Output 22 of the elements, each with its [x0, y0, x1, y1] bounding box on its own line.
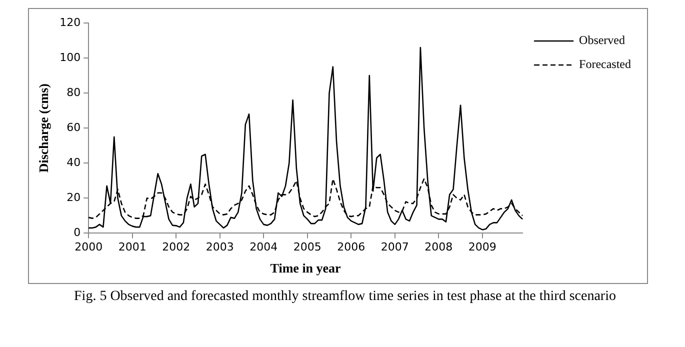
x-tick-label: 2009	[468, 240, 496, 254]
y-tick-label: 80	[66, 86, 81, 99]
y-axis-title: Discharge (cms)	[36, 84, 52, 173]
x-tick-label: 2004	[250, 240, 278, 254]
y-tick-label: 120	[60, 16, 81, 29]
x-tick-label: 2007	[380, 240, 409, 254]
caption: Fig. 5 Observed and forecasted monthly streamflow time series in test phase at the third scenario	[73, 288, 617, 306]
x-tick-label: 2003	[206, 240, 234, 254]
x-tick-label: 2006	[337, 240, 366, 254]
x-tick-label: 2000	[74, 240, 103, 254]
y-tick-label: 20	[66, 191, 81, 204]
y-tick-label: 100	[60, 50, 81, 64]
y-tick-label: 60	[66, 120, 81, 134]
x-axis-title: Time in year	[270, 260, 342, 276]
x-tick-label: 2005	[293, 240, 322, 254]
y-tick-label: 0	[74, 226, 81, 240]
x-tick-label: 2001	[118, 240, 146, 254]
x-tick-label: 2002	[162, 240, 190, 254]
legend-label: Observed	[579, 33, 626, 48]
x-tick-label: 2008	[424, 240, 453, 254]
y-tick-label: 40	[66, 156, 81, 169]
legend-label: Forecasted	[579, 57, 632, 72]
